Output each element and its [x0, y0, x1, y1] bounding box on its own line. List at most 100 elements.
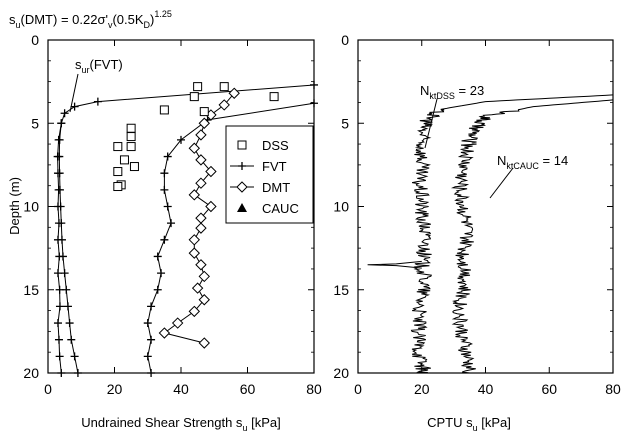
fvt-low-point: [55, 285, 64, 294]
fvt-low-point: [53, 319, 62, 328]
cptu-nkt-dss-line: [410, 94, 614, 374]
right-y-tick-label: 0: [341, 32, 349, 48]
legend-label: FVT: [262, 159, 287, 174]
sur-fvt-label: sur(FVT): [75, 57, 123, 75]
legend-cauc-marker: [237, 203, 247, 212]
dss-point: [219, 82, 229, 92]
fvt-ur-point: [63, 302, 72, 311]
y-axis-label: Depth (m): [7, 177, 22, 235]
fvt-point: [163, 152, 172, 161]
fvt-point: [147, 335, 156, 344]
right-y-tick-label: 10: [333, 199, 349, 215]
right-y-tick-label: 20: [333, 365, 349, 381]
dmt-point: [188, 234, 201, 246]
fvt-point: [310, 99, 318, 108]
dmt-point: [205, 200, 217, 213]
fvt-low-point: [54, 135, 63, 144]
nkt-dss-label: NktDSS = 23: [420, 83, 484, 101]
right-x-tick-label: 20: [414, 381, 430, 397]
fvt-low-point: [53, 152, 62, 161]
fvt-low-point: [55, 252, 64, 261]
fvt-point: [143, 319, 152, 328]
fvt-point: [153, 252, 162, 261]
fvt-low-line: [57, 123, 62, 374]
fvt-point: [147, 302, 156, 311]
dmt-point: [188, 305, 201, 318]
left-x-tick-label: 60: [240, 381, 256, 397]
fvt-ur-point: [60, 109, 69, 118]
fvt-low-point: [55, 302, 64, 311]
dss-point: [159, 105, 169, 115]
fvt-low-point: [53, 202, 62, 211]
cptu-spike: [367, 260, 422, 269]
dmt-point: [195, 154, 207, 166]
left-y-tick-label: 15: [23, 282, 39, 298]
dmt-point: [195, 129, 207, 141]
fvt-point: [163, 202, 172, 211]
right-x-tick-label: 0: [354, 381, 362, 397]
right-plot-area: 0 20 40 60 80 0 5 10 15 20: [333, 32, 621, 397]
legend-dss-marker: [237, 140, 247, 150]
dmt-point: [218, 99, 230, 111]
right-x-tick-label: 40: [478, 381, 494, 397]
dmt-point: [198, 337, 210, 349]
nkt-cauc-label: NktCAUC = 14: [497, 153, 568, 171]
legend-label: DSS: [262, 138, 289, 153]
fvt-point: [160, 169, 169, 178]
legend-label: CAUC: [262, 201, 299, 216]
fvt-ur-point: [73, 369, 82, 377]
legend-fvt-marker: [238, 162, 246, 170]
fvt-low-point: [55, 352, 64, 361]
fvt-low-point: [54, 335, 63, 344]
dss-point: [113, 167, 123, 177]
dss-point: [126, 142, 136, 152]
dmt-point: [171, 317, 184, 329]
dss-point: [113, 142, 123, 152]
fvt-ur-point: [67, 335, 76, 344]
fvt-low-point: [54, 219, 63, 228]
x-axis-label-right: CPTU su [kPa]: [427, 415, 511, 433]
dmt-point: [195, 259, 207, 271]
legend: DSS FVT DMT CAUC: [225, 125, 314, 224]
fvt-low-point: [53, 269, 62, 278]
fvt-point: [160, 185, 169, 194]
fvt-point: [160, 235, 169, 244]
formula-label: su(DMT) = 0.22σ'v(0.5KD)1.25: [9, 9, 172, 30]
fvt-point: [153, 285, 162, 294]
fvt-low-point: [54, 185, 63, 194]
fvt-point: [143, 352, 152, 361]
dmt-point: [205, 165, 217, 178]
left-y-tick-label: 0: [31, 32, 39, 48]
dmt-point: [198, 117, 210, 129]
fvt-point: [167, 219, 176, 228]
fvt-low-point: [57, 119, 66, 128]
left-x-tick-label: 0: [44, 381, 52, 397]
dss-point: [126, 132, 136, 142]
dss-point: [269, 92, 279, 102]
dmt-point: [188, 142, 201, 154]
dmt-point: [198, 270, 210, 283]
dmt-point: [195, 222, 207, 234]
left-chart: su(DMT) = 0.22σ'v(0.5KD)1.25 Depth (m) U…: [7, 9, 322, 433]
dss-point: [126, 123, 136, 133]
nkt-dss-leader: [424, 98, 438, 149]
left-y-tick-label: 20: [23, 365, 39, 381]
dmt-point: [188, 189, 201, 201]
dss-point: [189, 92, 199, 102]
dmt-point: [195, 177, 207, 189]
fvt-ur-point: [70, 352, 79, 361]
sur-fvt-leader: [69, 73, 79, 113]
right-x-tick-label: 80: [605, 381, 621, 397]
left-x-tick-label: 40: [173, 381, 189, 397]
fvt-ur-point: [70, 102, 79, 111]
fvt-point: [147, 369, 156, 377]
left-x-tick-label: 80: [306, 381, 322, 397]
left-y-tick-label: 10: [23, 199, 39, 215]
legend-dmt-marker: [236, 181, 248, 193]
fvt-ur-point: [93, 97, 102, 106]
dss-point: [113, 182, 123, 192]
left-plot-area: 0 20 40 60 80 0 5 10 15 20: [23, 32, 322, 397]
legend-label: DMT: [262, 180, 290, 195]
cptu-nkt-cauc-line: [450, 99, 614, 374]
